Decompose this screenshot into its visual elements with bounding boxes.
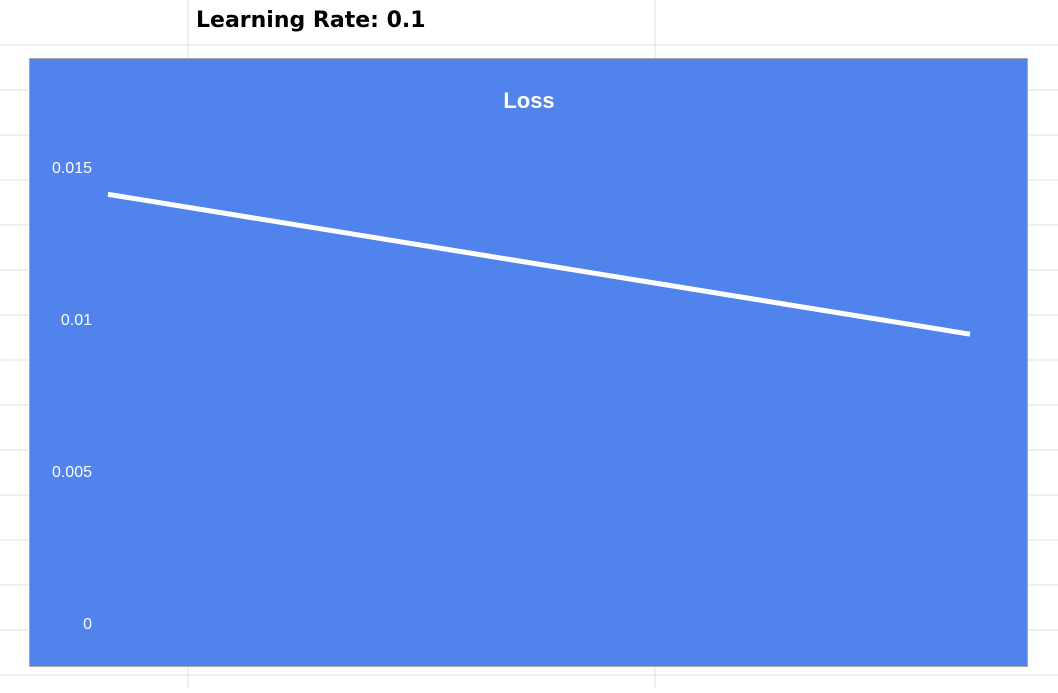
y-tick-label-2: 0.01 (60, 312, 92, 329)
learning-rate-cell[interactable]: Learning Rate: 0.1 (196, 8, 426, 33)
y-tick-label-0: 0 (83, 616, 92, 633)
y-tick-label-3: 0.015 (51, 160, 92, 177)
loss-series-line-0 (107, 191, 971, 337)
loss-chart[interactable] (29, 58, 1028, 667)
y-tick-label-1: 0.005 (51, 464, 92, 481)
chart-title: Loss (503, 88, 555, 113)
